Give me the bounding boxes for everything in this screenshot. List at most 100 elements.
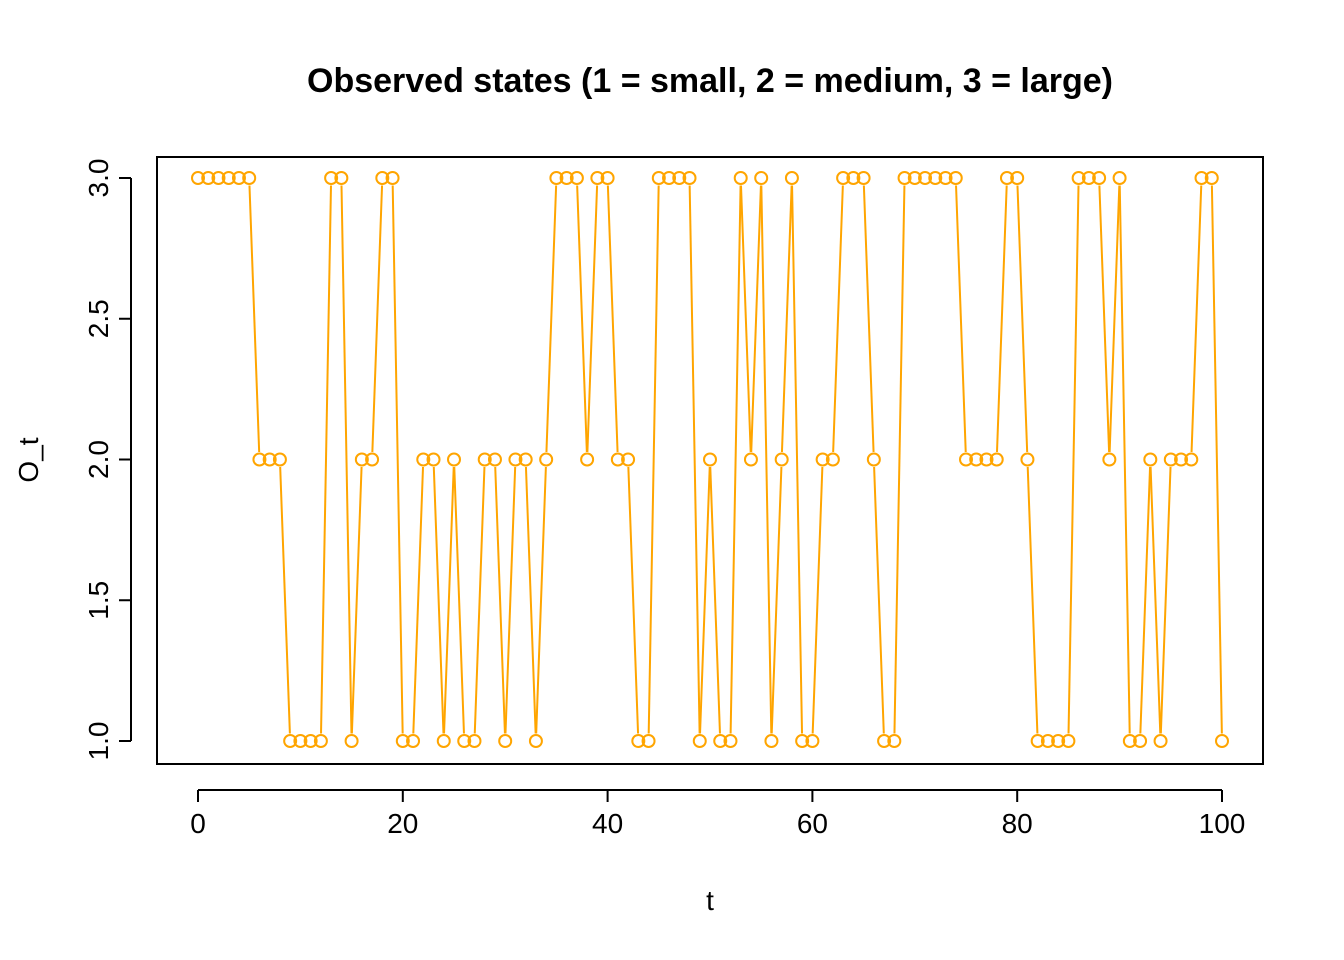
series-segment bbox=[248, 185, 261, 453]
data-point bbox=[866, 452, 881, 467]
series-segment bbox=[340, 185, 353, 734]
data-point bbox=[897, 171, 912, 185]
data-point bbox=[1102, 452, 1117, 467]
data-point bbox=[262, 452, 277, 467]
data-point bbox=[436, 734, 451, 748]
data-point bbox=[549, 171, 564, 185]
data-point bbox=[231, 171, 246, 185]
data-point bbox=[283, 734, 298, 748]
data-point bbox=[426, 452, 441, 467]
data-point bbox=[344, 734, 359, 748]
series-segment bbox=[1108, 185, 1121, 453]
series-segment bbox=[873, 466, 885, 734]
data-point bbox=[733, 171, 748, 185]
data-point bbox=[1153, 734, 1168, 748]
data-point bbox=[1081, 171, 1096, 185]
series-segment bbox=[535, 466, 547, 734]
data-point bbox=[590, 171, 605, 185]
series-segment bbox=[709, 466, 721, 734]
data-point bbox=[580, 452, 595, 467]
data-point bbox=[764, 734, 779, 748]
data-point bbox=[559, 171, 574, 185]
data-point bbox=[334, 171, 349, 185]
series-segment bbox=[576, 185, 588, 453]
series-segment bbox=[893, 185, 906, 734]
data-point bbox=[1040, 734, 1055, 748]
data-point bbox=[795, 734, 810, 748]
series-segment bbox=[1149, 466, 1162, 734]
series-segment bbox=[453, 466, 465, 734]
data-point bbox=[938, 171, 953, 185]
x-tick-label: 40 bbox=[592, 808, 623, 839]
data-point bbox=[651, 171, 666, 185]
series-segment bbox=[391, 185, 404, 734]
data-point bbox=[447, 452, 461, 467]
data-point bbox=[242, 171, 257, 185]
data-point bbox=[528, 734, 543, 748]
data-point bbox=[1020, 452, 1035, 467]
plot-frame bbox=[156, 156, 1264, 765]
series-segment bbox=[688, 185, 701, 734]
y-axis: 1.0 1.5 2.0 2.5 3.0 bbox=[83, 159, 132, 760]
y-tick-label: 3.0 bbox=[83, 159, 114, 198]
data-point bbox=[1163, 452, 1178, 467]
data-point bbox=[1215, 734, 1229, 748]
data-point bbox=[631, 734, 646, 748]
series-segment bbox=[432, 466, 445, 734]
data-point bbox=[887, 734, 902, 748]
data-point bbox=[539, 452, 554, 467]
series-segment bbox=[545, 185, 558, 453]
data-point bbox=[1204, 171, 1219, 185]
data-point bbox=[201, 171, 216, 185]
series-segment bbox=[780, 185, 793, 453]
data-point bbox=[1030, 734, 1045, 748]
series-segment bbox=[699, 466, 711, 734]
series-segment bbox=[1159, 466, 1172, 734]
series-segment bbox=[1098, 185, 1111, 453]
data-point bbox=[1071, 171, 1086, 185]
data-point bbox=[487, 452, 502, 467]
data-point bbox=[1194, 171, 1209, 185]
data-point bbox=[959, 452, 973, 467]
series-segment bbox=[770, 466, 783, 734]
series-segment bbox=[586, 185, 599, 453]
data-point bbox=[703, 452, 717, 467]
series-segment bbox=[412, 466, 425, 734]
data-point bbox=[272, 452, 287, 467]
data-point bbox=[1122, 734, 1137, 748]
data-point bbox=[375, 171, 390, 185]
data-point bbox=[457, 734, 472, 748]
data-point bbox=[498, 734, 513, 748]
data-point bbox=[569, 171, 584, 185]
y-axis-label: O_t bbox=[13, 437, 44, 482]
data-point bbox=[969, 452, 984, 467]
data-point bbox=[784, 171, 799, 185]
series-segment bbox=[760, 185, 773, 734]
series-segment bbox=[627, 466, 640, 734]
data-point bbox=[303, 734, 318, 748]
data-point bbox=[293, 734, 308, 748]
y-tick-label: 2.5 bbox=[83, 299, 114, 338]
data-point bbox=[354, 452, 369, 467]
data-point bbox=[754, 171, 769, 185]
series-segment bbox=[371, 185, 384, 453]
x-tick-label: 80 bbox=[1002, 808, 1033, 839]
data-point bbox=[846, 171, 861, 185]
data-point bbox=[928, 171, 943, 185]
chart-title: Observed states (1 = small, 2 = medium, … bbox=[307, 62, 1113, 100]
data-point bbox=[979, 452, 994, 467]
data-point bbox=[365, 452, 380, 467]
data-point bbox=[416, 452, 431, 467]
x-tick-label: 100 bbox=[1199, 808, 1246, 839]
data-point bbox=[1051, 734, 1066, 748]
series-segment bbox=[494, 466, 506, 734]
data-point bbox=[1061, 734, 1076, 748]
series-segment bbox=[1067, 185, 1080, 734]
data-point bbox=[723, 734, 738, 748]
series-segment bbox=[473, 466, 486, 734]
series-segment bbox=[1026, 466, 1039, 734]
data-point bbox=[989, 452, 1004, 467]
series-o-t bbox=[191, 171, 1229, 748]
data-point bbox=[600, 171, 615, 185]
